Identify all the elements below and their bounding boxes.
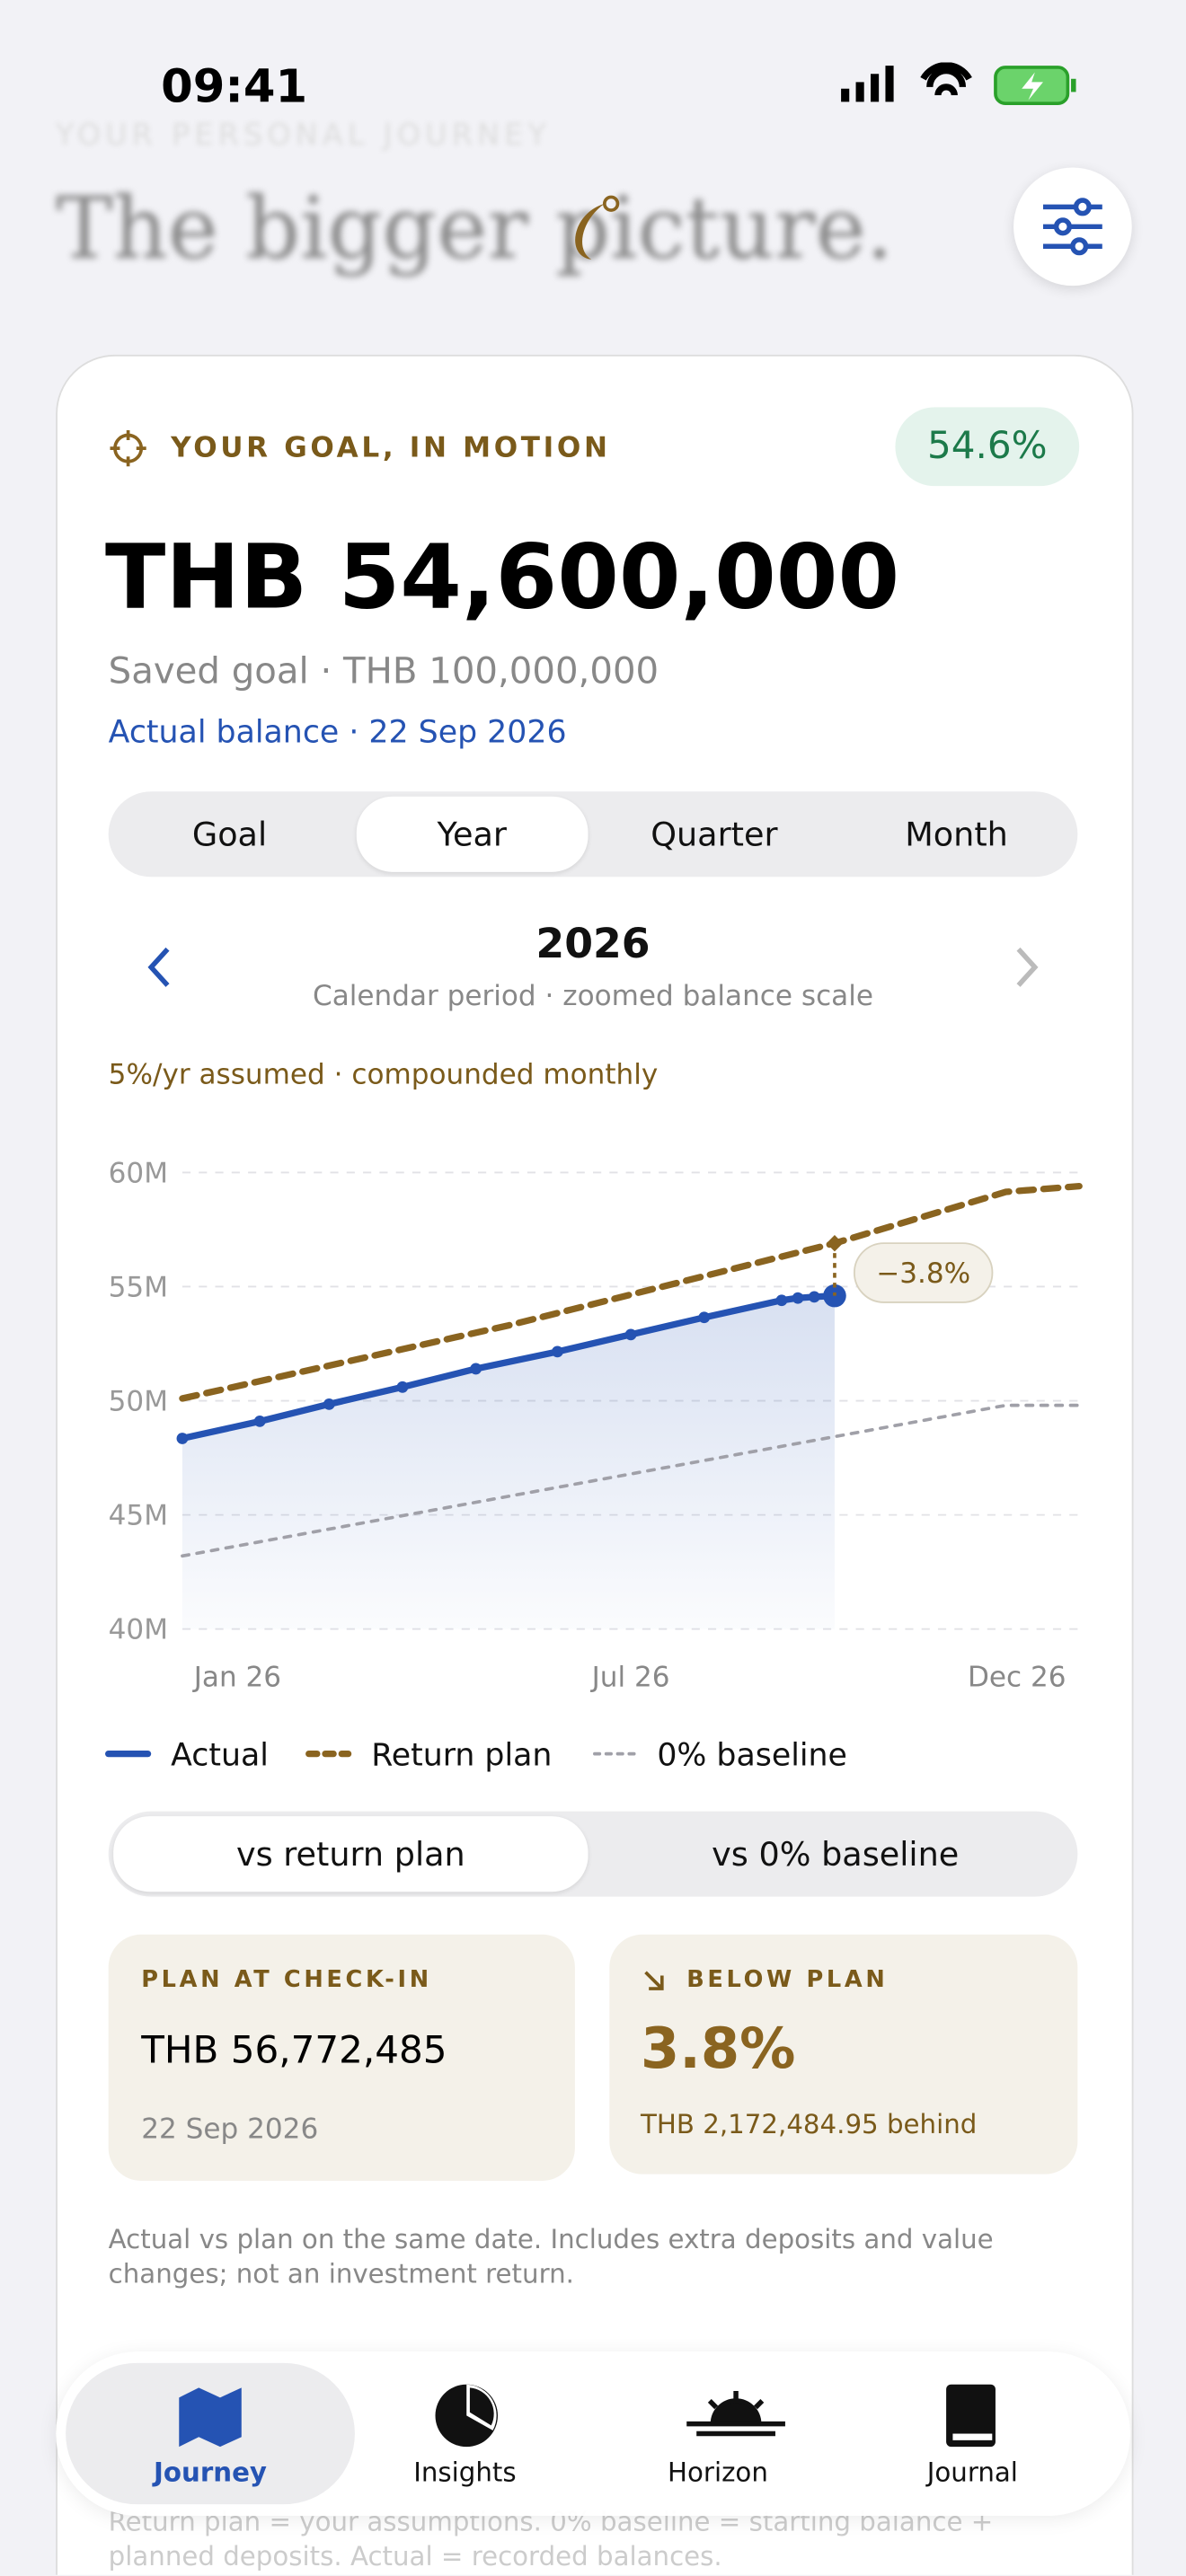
annotation-bubble bbox=[853, 1242, 994, 1303]
actual-point bbox=[792, 1292, 804, 1304]
period-tabs: Goal Year Quarter Month bbox=[108, 791, 1078, 878]
compare-toggle: vs return plan vs 0% baseline bbox=[108, 1811, 1078, 1897]
nav-tab[interactable]: Horizon bbox=[668, 2457, 768, 2488]
actual-point bbox=[624, 1328, 637, 1341]
actual-point bbox=[775, 1294, 788, 1307]
eyebrow: YOUR PERSONAL JOURNEY bbox=[56, 118, 552, 154]
nav-tab[interactable]: Journal bbox=[926, 2457, 1018, 2488]
legend-label: 0% baseline bbox=[657, 1737, 847, 1773]
goal-amount: THB 54,600,000 bbox=[105, 525, 900, 630]
y-tick-label: 55M bbox=[109, 1271, 168, 1303]
actual-balance: Actual balance · 22 Sep 2026 bbox=[108, 714, 567, 751]
chart: 40M 45M 50M 55M 60M Jan 26 Jul 26 Dec 26 −3.8% Ac… bbox=[105, 1157, 1083, 1773]
period-title: 2026 bbox=[535, 919, 651, 967]
y-tick-label: 40M bbox=[109, 1614, 168, 1646]
actual-point bbox=[698, 1311, 711, 1324]
x-tick-label: Jul 26 bbox=[590, 1662, 670, 1694]
nav-tab[interactable]: Insights bbox=[413, 2457, 517, 2488]
series-line bbox=[181, 1403, 1082, 1558]
down-arrow bbox=[644, 1971, 664, 1990]
actual-point bbox=[323, 1398, 335, 1410]
actual-point bbox=[823, 1284, 846, 1308]
actual-point bbox=[396, 1381, 409, 1393]
filter-button[interactable] bbox=[1013, 167, 1132, 287]
actual-point bbox=[551, 1345, 563, 1358]
x-tick-label: Jan 26 bbox=[192, 1662, 281, 1694]
area bbox=[181, 1295, 835, 1629]
plan-label: PLAN AT CHECK-IN bbox=[141, 1967, 432, 1994]
y-tick-label: 50M bbox=[109, 1386, 168, 1418]
below-label: BELOW PLAN bbox=[686, 1967, 889, 1994]
status-icons bbox=[841, 62, 1076, 106]
assumption: 5%/yr assumed · compounded monthly bbox=[108, 1059, 659, 1092]
period-tab[interactable]: Month bbox=[905, 814, 1008, 854]
actual-point bbox=[176, 1433, 189, 1444]
plan-marker bbox=[826, 1235, 844, 1252]
page-title: The bigger picture. bbox=[56, 181, 894, 279]
actual-point bbox=[470, 1363, 482, 1375]
annotation: −3.8% bbox=[876, 1257, 970, 1290]
below-value: 3.8% bbox=[641, 2016, 796, 2083]
period-tab[interactable]: Year bbox=[355, 796, 589, 872]
actual-point bbox=[808, 1291, 820, 1303]
saved-goal: Saved goal · THB 100,000,000 bbox=[108, 651, 659, 693]
clock: 09:41 bbox=[161, 58, 308, 114]
period-arrows bbox=[147, 947, 1039, 987]
y-tick-label: 60M bbox=[109, 1157, 168, 1189]
period-tab[interactable]: Goal bbox=[191, 814, 268, 854]
legend-label: Return plan bbox=[371, 1737, 552, 1773]
target-icon bbox=[110, 430, 146, 467]
tab-bar bbox=[56, 2351, 1130, 2516]
plan-value: THB 56,772,485 bbox=[141, 2029, 447, 2073]
below-box bbox=[609, 1934, 1078, 2175]
legend-label: Actual bbox=[171, 1737, 269, 1773]
next-button[interactable] bbox=[1016, 947, 1039, 987]
y-tick-label: 45M bbox=[109, 1500, 168, 1532]
prev-button[interactable] bbox=[147, 947, 170, 987]
goal-label: YOUR GOAL, IN MOTION bbox=[171, 431, 611, 465]
note: Actual vs plan on the same date. Include… bbox=[108, 2223, 994, 2289]
below-detail: THB 2,172,484.95 behind bbox=[641, 2108, 978, 2140]
actual-point bbox=[253, 1416, 266, 1427]
period-tab[interactable]: Quarter bbox=[651, 814, 778, 854]
period-subtitle: Calendar period · zoomed balance scale bbox=[313, 980, 873, 1014]
x-tick-label: Dec 26 bbox=[968, 1662, 1067, 1694]
nav-tab[interactable]: Journey bbox=[154, 2457, 268, 2488]
plan-box bbox=[108, 1934, 575, 2181]
compare-option[interactable]: vs 0% baseline bbox=[712, 1834, 960, 1875]
tab-icons bbox=[179, 2384, 996, 2448]
logo bbox=[575, 195, 620, 260]
compare-option[interactable]: vs return plan bbox=[113, 1816, 589, 1892]
progress-pill: 54.6% bbox=[895, 407, 1080, 487]
plan-date: 22 Sep 2026 bbox=[141, 2113, 319, 2147]
